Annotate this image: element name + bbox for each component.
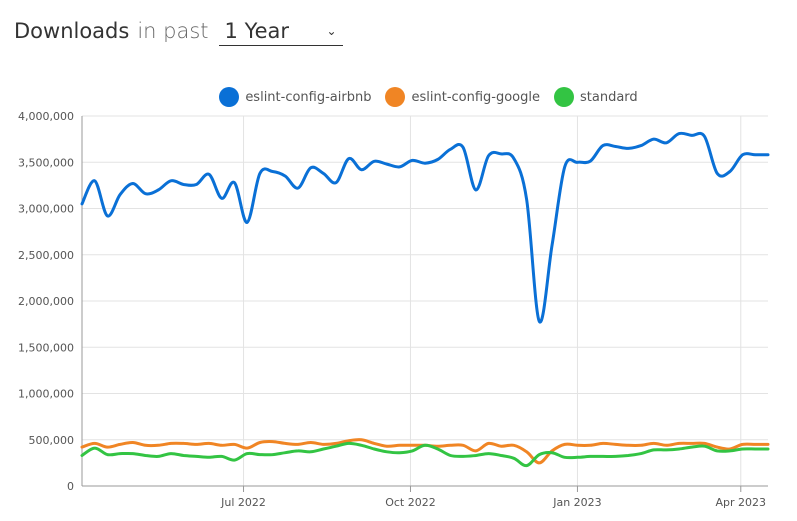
downloads-subtitle: in past [137,19,209,43]
y-tick-label: 4,000,000 [18,110,74,123]
x-tick-label: Jul 2022 [220,496,266,509]
y-tick-label: 2,500,000 [18,249,74,262]
legend-label-standard: standard [580,89,638,105]
downloads-header: Downloads in past 1 Year ⌄ [14,14,343,48]
legend-item-google[interactable]: eslint-config-google [385,87,540,107]
legend-dot-google [385,87,406,107]
y-tick-label: 2,000,000 [18,295,74,308]
y-tick-label: 3,000,000 [18,203,74,216]
legend-label-google: eslint-config-google [411,89,540,105]
downloads-title: Downloads [14,19,130,43]
series-line-standard [80,441,770,468]
legend-label-airbnb: eslint-config-airbnb [245,89,372,105]
y-tick-label: 1,000,000 [18,388,74,401]
chevron-down-icon: ⌄ [326,23,337,38]
legend-item-standard[interactable]: standard [554,87,638,107]
series-line-airbnb [80,131,770,324]
legend-item-airbnb[interactable]: eslint-config-airbnb [219,87,371,107]
x-tick-label: Oct 2022 [385,496,436,509]
y-tick-label: 0 [67,480,74,493]
y-tick-label: 3,500,000 [18,156,74,169]
legend-dot-airbnb [219,87,240,107]
y-tick-label: 1,500,000 [18,341,74,354]
x-tick-label: Jan 2023 [552,496,601,509]
chart-legend: eslint-config-airbnb eslint-config-googl… [0,87,797,107]
x-tick-label: Apr 2023 [716,496,767,509]
y-tick-label: 500,000 [29,434,75,447]
period-select-value: 1 Year [224,18,290,43]
legend-dot-standard [554,87,574,107]
period-select[interactable]: 1 Year ⌄ [218,16,343,46]
